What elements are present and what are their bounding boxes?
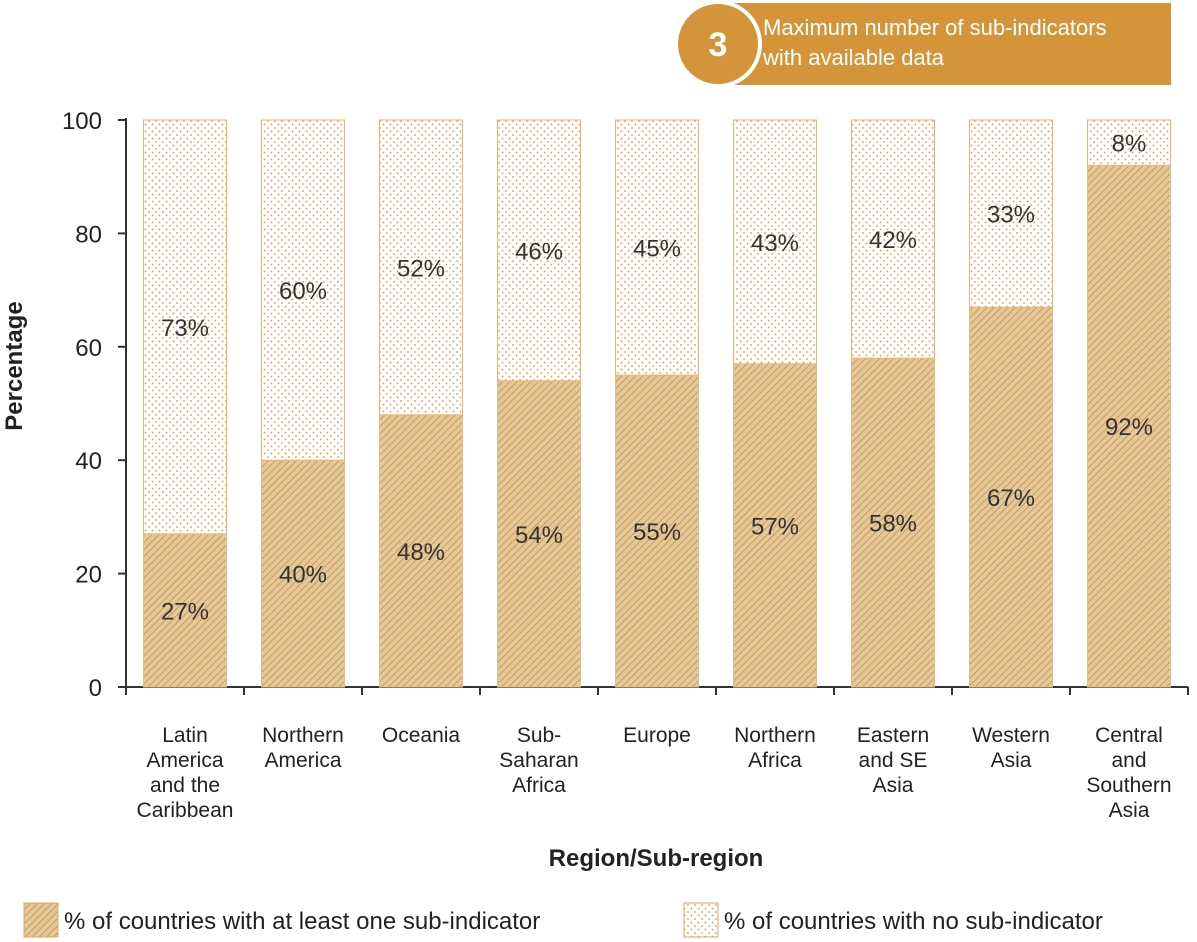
bar-at-least-one — [851, 357, 935, 688]
value-label-no-sub-indicator: 46% — [515, 238, 563, 265]
y-tick-label: 20 — [75, 562, 102, 589]
y-tick-label: 40 — [75, 448, 102, 475]
legend-swatch-no-sub-indicator — [683, 902, 719, 938]
bar-no-sub-indicator — [261, 119, 345, 461]
badge-text-line2: with available data — [762, 45, 945, 70]
value-label-no-sub-indicator: 33% — [987, 202, 1035, 229]
y-tick-label: 100 — [62, 108, 102, 135]
bar-at-least-one — [733, 363, 817, 688]
x-category-label: Sub-Saharan Africa — [499, 724, 578, 797]
value-label-at-least-one: 92% — [1105, 414, 1153, 441]
info-badge: 3 Maximum number of sub-indicators with … — [674, 0, 1171, 88]
bar-at-least-one — [497, 380, 581, 688]
value-label-no-sub-indicator: 52% — [397, 255, 445, 282]
value-label-at-least-one: 58% — [869, 511, 917, 538]
x-category-label: Latin America and the Caribbean — [137, 724, 234, 822]
x-category-label: Central and Southern Asia — [1086, 724, 1171, 822]
value-label-at-least-one: 27% — [161, 598, 209, 625]
value-label-no-sub-indicator: 8% — [1112, 131, 1147, 158]
x-axis-title: Region/Sub-region — [549, 845, 764, 872]
x-category-label: Oceania — [382, 724, 461, 747]
y-tick-label: 60 — [75, 335, 102, 362]
legend-swatch-at-least-one — [23, 902, 59, 938]
bar-at-least-one — [1087, 164, 1171, 688]
value-label-no-sub-indicator: 73% — [161, 315, 209, 342]
badge-text-line1: Maximum number of sub-indicators — [763, 15, 1107, 40]
bar-no-sub-indicator — [851, 119, 935, 359]
bar-no-sub-indicator — [733, 119, 817, 365]
bar-no-sub-indicator — [615, 119, 699, 376]
x-category-label: Northern America — [262, 724, 344, 772]
badge-bar — [712, 3, 1171, 85]
value-label-no-sub-indicator: 60% — [279, 278, 327, 305]
x-category-label: Europe — [623, 724, 691, 747]
bar-at-least-one — [261, 459, 345, 688]
plot-area: 0 20 40 60 80 100 27% 73% Latin America and the Car… — [62, 108, 1189, 822]
y-tick-label: 80 — [75, 221, 102, 248]
value-label-at-least-one: 48% — [397, 539, 445, 566]
legend: % of countries with at least one sub-ind… — [23, 902, 1103, 938]
x-category-label: Northern Africa — [734, 724, 816, 772]
y-tick-label: 0 — [89, 675, 102, 702]
bar-no-sub-indicator — [143, 119, 227, 535]
value-label-no-sub-indicator: 45% — [633, 236, 681, 263]
value-label-at-least-one: 67% — [987, 485, 1035, 512]
bar-no-sub-indicator — [1087, 119, 1171, 166]
badge-circle — [674, 0, 762, 88]
bar-at-least-one — [143, 533, 227, 688]
y-axis-title: Percentage — [1, 301, 28, 430]
bar-at-least-one — [969, 306, 1053, 688]
x-category-label: Western Asia — [972, 724, 1050, 772]
bar-no-sub-indicator — [497, 119, 581, 382]
value-label-at-least-one: 57% — [751, 513, 799, 540]
x-category-label: Eastern and SE Asia — [857, 724, 929, 797]
value-label-at-least-one: 55% — [633, 519, 681, 546]
bar-at-least-one — [615, 374, 699, 688]
value-label-at-least-one: 40% — [279, 562, 327, 589]
bar-at-least-one — [379, 414, 463, 688]
badge-number: 3 — [709, 26, 728, 64]
legend-label-at-least-one: % of countries with at least one sub-ind… — [64, 908, 540, 935]
value-label-no-sub-indicator: 43% — [751, 230, 799, 257]
legend-label-no-sub-indicator: % of countries with no sub-indicator — [724, 908, 1103, 935]
value-label-no-sub-indicator: 42% — [869, 227, 917, 254]
bar-no-sub-indicator — [969, 119, 1053, 308]
value-label-at-least-one: 54% — [515, 522, 563, 549]
bar-no-sub-indicator — [379, 119, 463, 416]
